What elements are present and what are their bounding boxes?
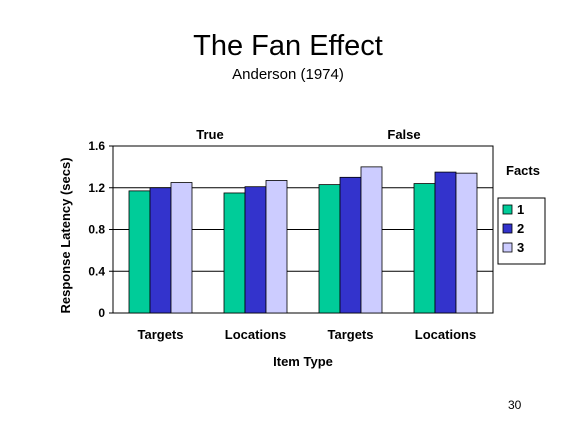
group-label: True [196, 127, 223, 142]
bar-series-2 [434, 171, 457, 314]
slide-subtitle: Anderson (1974) [232, 66, 344, 83]
legend-swatch-3 [502, 242, 513, 253]
group-label: False [387, 127, 420, 142]
bar-series-1 [128, 190, 151, 314]
bar-series-3 [170, 182, 193, 314]
x-tick-label: Locations [415, 327, 476, 342]
x-tick-label: Targets [138, 327, 184, 342]
x-tick-label: Targets [328, 327, 374, 342]
legend-title: Facts [506, 163, 540, 178]
bar-series-2 [339, 176, 362, 314]
bar-series-3 [455, 172, 478, 314]
legend-swatch-2 [502, 223, 513, 234]
legend-label: 3 [517, 240, 524, 255]
bar-series-1 [223, 192, 246, 314]
y-tick-label: 0 [98, 306, 105, 320]
page-number: 30 [508, 398, 522, 412]
y-tick-label: 0.8 [88, 223, 105, 237]
y-tick-label: 1.6 [88, 139, 105, 153]
y-tick-label: 1.2 [88, 181, 105, 195]
legend-label: 2 [517, 221, 524, 236]
y-tick-label: 0.4 [88, 264, 105, 278]
bar-series-2 [149, 187, 172, 314]
bar-series-3 [360, 166, 383, 314]
bar-series-2 [244, 186, 267, 314]
bar-series-3 [265, 180, 288, 314]
x-tick-label: Locations [225, 327, 286, 342]
legend-swatch-1 [502, 204, 513, 215]
y-axis-title: Response Latency (secs) [58, 157, 73, 313]
bar-series-1 [413, 183, 436, 314]
slide-title: The Fan Effect [193, 30, 383, 62]
x-axis-title: Item Type [273, 354, 333, 369]
legend-label: 1 [517, 202, 524, 217]
bar-series-1 [318, 184, 341, 314]
